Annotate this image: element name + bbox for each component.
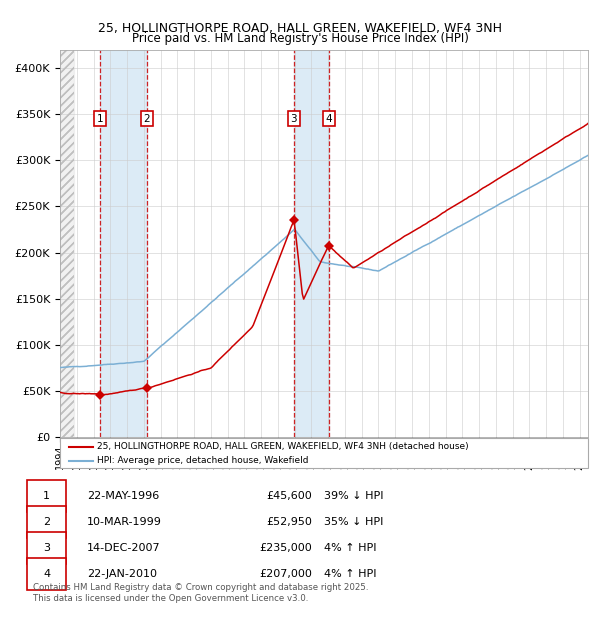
Text: 14-DEC-2007: 14-DEC-2007: [87, 543, 161, 553]
Text: 25, HOLLINGTHORPE ROAD, HALL GREEN, WAKEFIELD, WF4 3NH (detached house): 25, HOLLINGTHORPE ROAD, HALL GREEN, WAKE…: [97, 442, 469, 451]
Bar: [60, 50, 74, 437]
Text: Price paid vs. HM Land Registry's House Price Index (HPI): Price paid vs. HM Land Registry's House …: [131, 32, 469, 45]
Text: 35% ↓ HPI: 35% ↓ HPI: [324, 517, 383, 527]
Text: 25, HOLLINGTHORPE ROAD, HALL GREEN, WAKEFIELD, WF4 3NH: 25, HOLLINGTHORPE ROAD, HALL GREEN, WAKE…: [98, 22, 502, 35]
Text: 2: 2: [43, 517, 50, 527]
Text: 3: 3: [290, 114, 297, 124]
Text: HPI: Average price, detached house, Wakefield: HPI: Average price, detached house, Wake…: [97, 456, 309, 465]
Bar: [60, 50, 74, 437]
Text: 4: 4: [326, 114, 332, 124]
Bar: [100, 50, 147, 437]
Text: 4: 4: [43, 569, 50, 579]
Text: £52,950: £52,950: [266, 517, 312, 527]
Bar: [294, 50, 329, 437]
Bar: [60, 50, 74, 437]
Text: Contains HM Land Registry data © Crown copyright and database right 2025.
This d: Contains HM Land Registry data © Crown c…: [33, 583, 368, 603]
Text: 2: 2: [143, 114, 151, 124]
Text: 1: 1: [97, 114, 103, 124]
Text: 1: 1: [43, 491, 50, 501]
Text: 4% ↑ HPI: 4% ↑ HPI: [324, 569, 377, 579]
Text: 22-MAY-1996: 22-MAY-1996: [87, 491, 159, 501]
Text: £207,000: £207,000: [259, 569, 312, 579]
Text: £235,000: £235,000: [259, 543, 312, 553]
Text: 3: 3: [43, 543, 50, 553]
Text: 4% ↑ HPI: 4% ↑ HPI: [324, 543, 377, 553]
Text: 39% ↓ HPI: 39% ↓ HPI: [324, 491, 383, 501]
Text: 10-MAR-1999: 10-MAR-1999: [87, 517, 162, 527]
Text: £45,600: £45,600: [266, 491, 312, 501]
Text: 22-JAN-2010: 22-JAN-2010: [87, 569, 157, 579]
